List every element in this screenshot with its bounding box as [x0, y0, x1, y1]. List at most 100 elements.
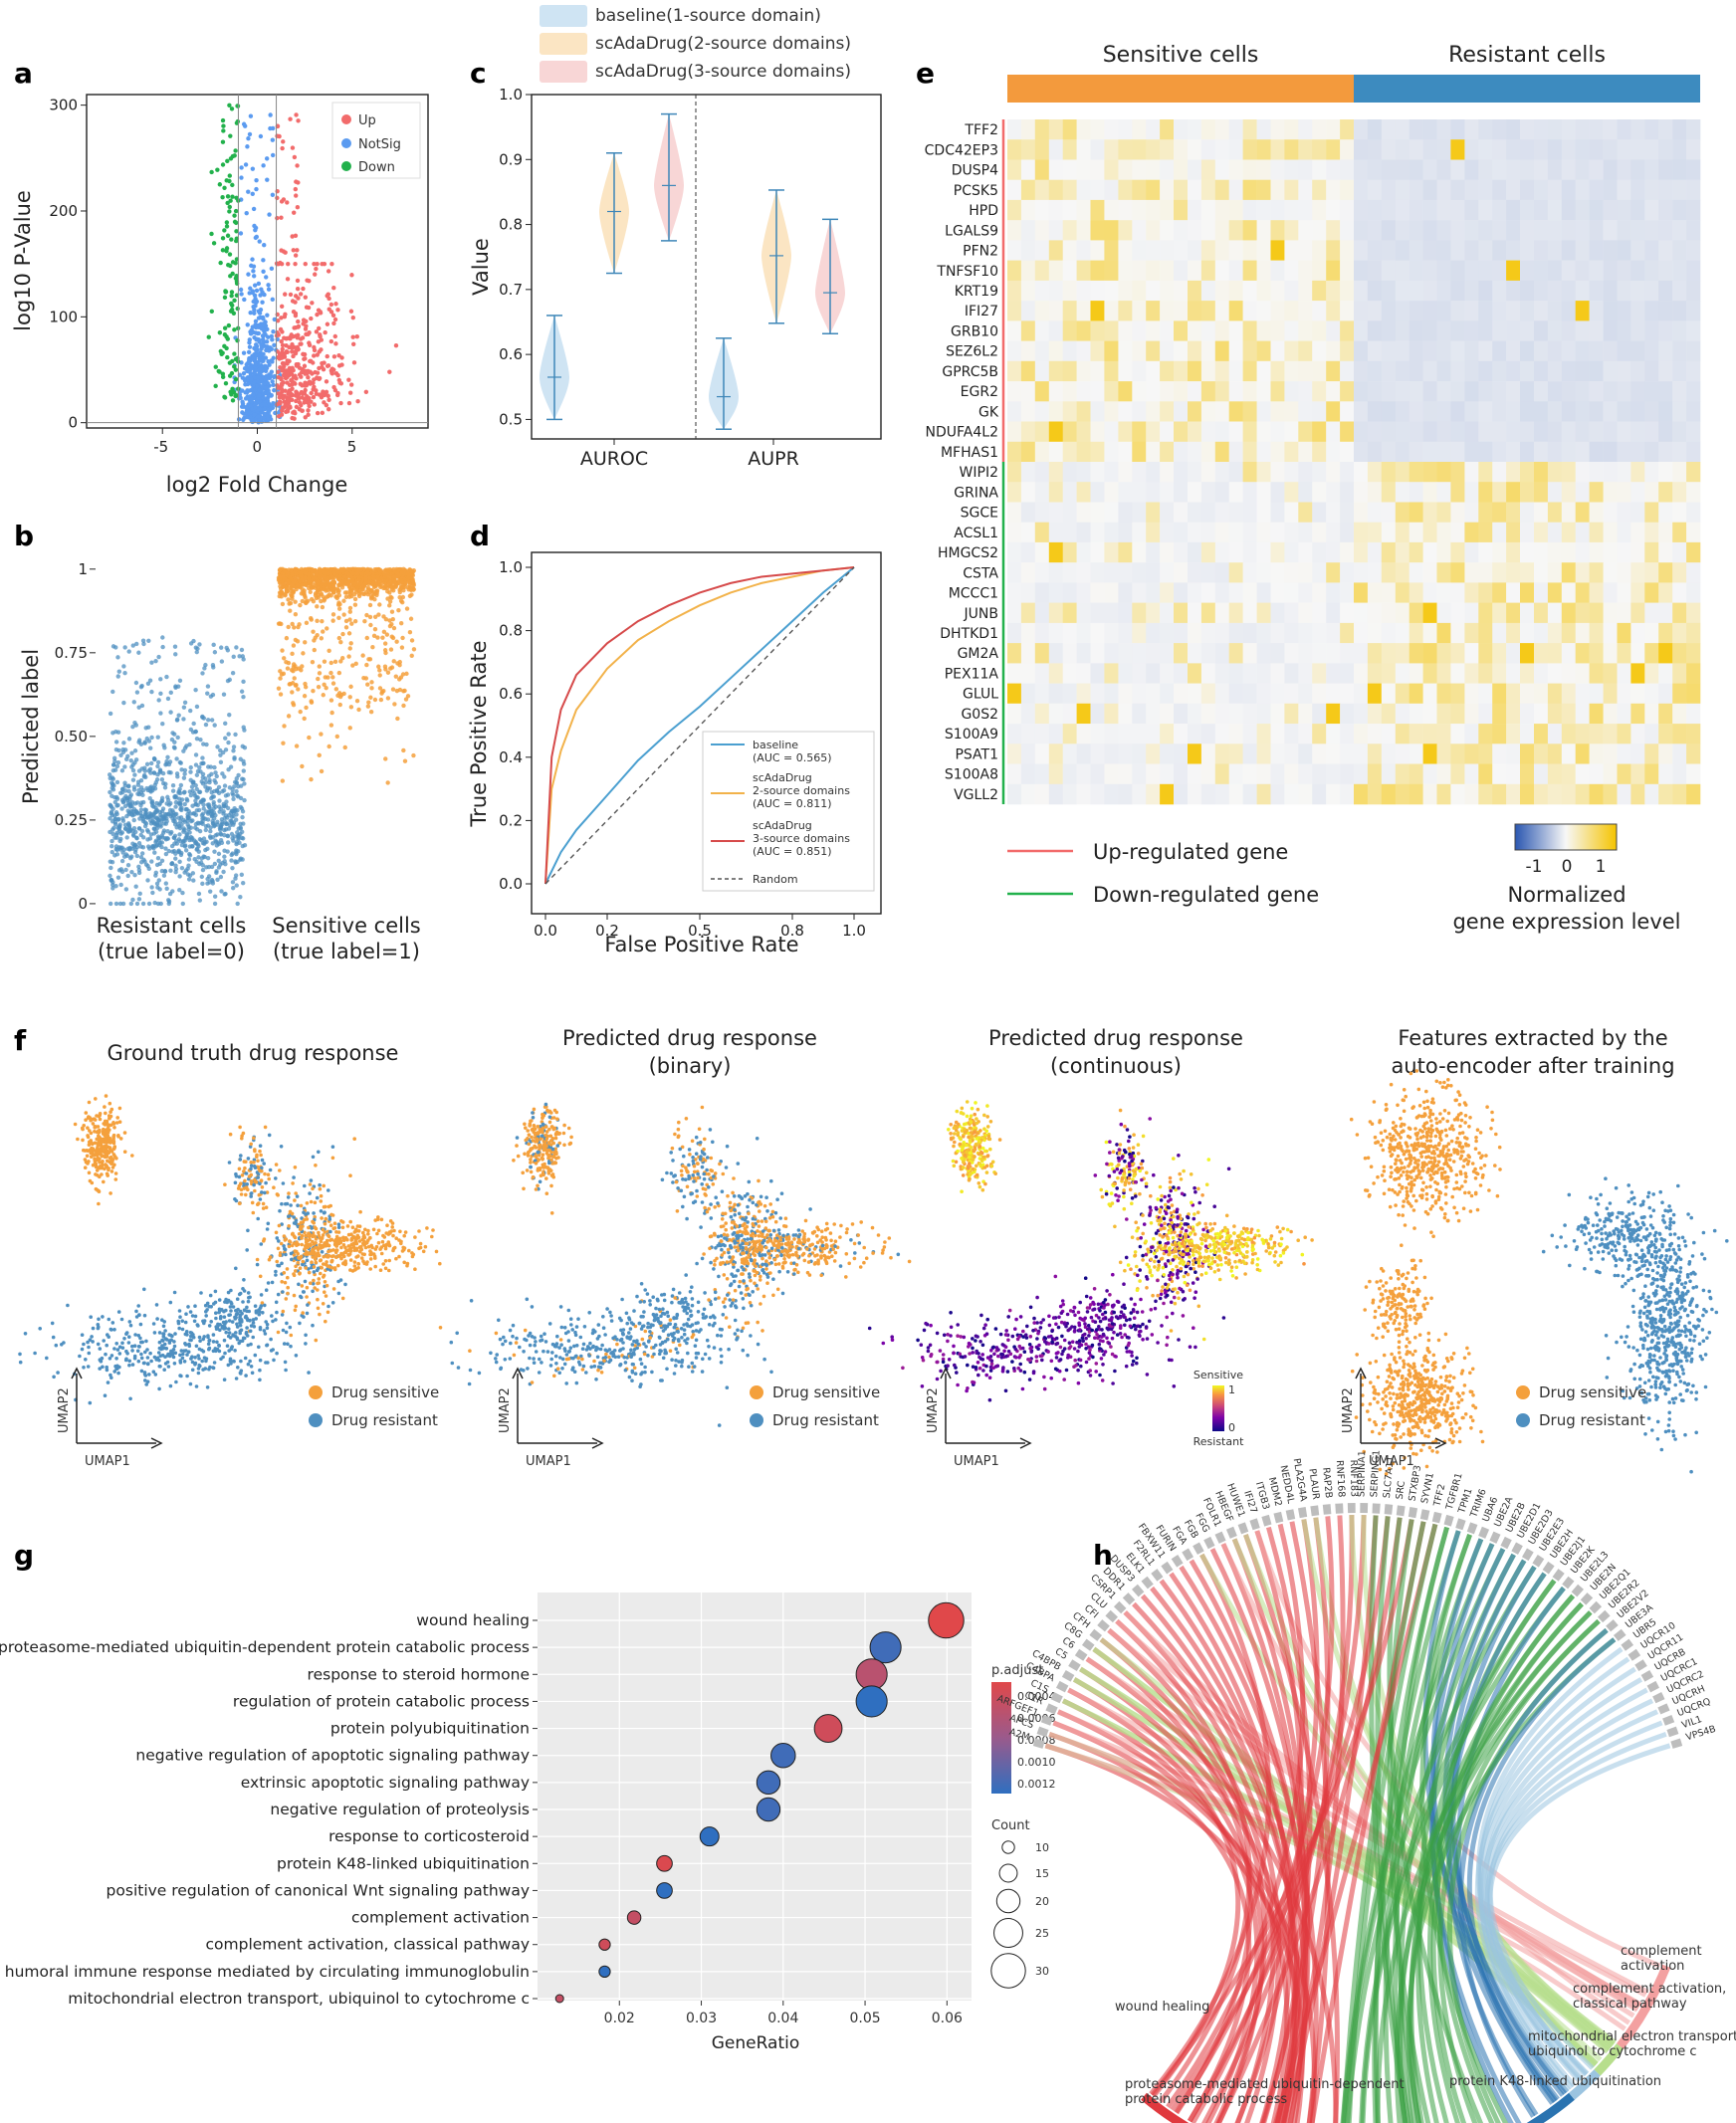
heatmap-cell	[1215, 220, 1229, 241]
heatmap-cell	[1354, 503, 1368, 524]
strip-point-resistant	[220, 659, 224, 663]
heatmap-cell	[1104, 139, 1118, 160]
heatmap-cell	[1658, 301, 1672, 321]
volcano-point-up	[294, 234, 298, 238]
volcano-point-down	[234, 377, 238, 381]
strip-point-resistant	[203, 817, 207, 821]
strip-point-resistant	[201, 761, 205, 765]
heatmap-cell	[1520, 401, 1534, 422]
heatmap-cell	[1118, 361, 1132, 382]
heatmap-cell	[1049, 301, 1063, 321]
heatmap-cell	[1672, 180, 1686, 201]
strip-point-resistant	[140, 851, 144, 855]
strip-point-resistant	[124, 757, 128, 761]
strip-point-resistant	[130, 898, 134, 902]
strip-point-sensitive	[322, 683, 326, 687]
heatmap-cell	[1298, 119, 1312, 140]
volcano-point-up	[307, 279, 311, 283]
heatmap-cell	[1506, 119, 1520, 140]
strip-point-resistant	[231, 793, 235, 797]
strip-point-sensitive	[278, 567, 282, 571]
heatmap-cell	[1562, 119, 1576, 140]
heatmap-cell	[1257, 381, 1271, 402]
heatmap-cell	[1063, 381, 1077, 402]
heatmap-cell	[1686, 240, 1700, 261]
volcano-point-notsig	[263, 402, 267, 406]
strip-point-resistant	[240, 806, 244, 810]
heatmap-cell	[1188, 582, 1201, 603]
strip-point-resistant	[154, 780, 158, 784]
strip-point-resistant	[242, 761, 246, 765]
strip-point-sensitive	[400, 600, 404, 604]
strip-point-resistant	[182, 705, 186, 709]
strip-point-resistant	[121, 701, 125, 705]
volcano-point-down	[231, 398, 235, 402]
heatmap-cell	[1410, 542, 1423, 563]
heatmap-cell	[1618, 341, 1631, 362]
heatmap-cell	[1576, 442, 1590, 463]
strip-point-resistant	[174, 800, 178, 804]
heatmap-cell	[1049, 281, 1063, 302]
volcano-point-up	[296, 319, 300, 323]
strip-point-resistant	[120, 798, 124, 802]
strip-point-sensitive	[311, 660, 315, 664]
volcano-point-up	[337, 380, 341, 384]
heatmap-cell	[1188, 523, 1201, 543]
heatmap-cell	[1201, 240, 1215, 261]
heatmap-cell	[1437, 139, 1451, 160]
heatmap-cell	[1340, 503, 1354, 524]
strip-point-resistant	[198, 769, 202, 773]
heatmap-cell	[1618, 462, 1631, 483]
volcano-point-notsig	[250, 418, 254, 422]
strip-point-sensitive	[365, 571, 369, 575]
volcano-point-up	[283, 313, 287, 317]
heatmap-cell	[1548, 139, 1562, 160]
heatmap-cell	[1007, 320, 1021, 341]
roc-legend-3src-auc: (AUC = 0.851)	[753, 845, 832, 858]
strip-point-sensitive	[408, 630, 412, 634]
strip-point-resistant	[165, 829, 169, 833]
heatmap-cell	[1021, 180, 1035, 201]
heatmap-cell	[1604, 582, 1618, 603]
heatmap-cell	[1340, 523, 1354, 543]
heatmap-cell	[1257, 301, 1271, 321]
volcano-point-up	[289, 378, 293, 382]
heatmap-cell	[1630, 562, 1644, 583]
heatmap-cell	[1562, 240, 1576, 261]
heatmap-cell	[1160, 220, 1174, 241]
volcano-point-down	[210, 310, 214, 314]
heatmap-cell	[1604, 422, 1618, 443]
heatmap-cell	[1077, 422, 1091, 443]
heatmap-cell	[1423, 542, 1437, 563]
volcano-point-notsig	[271, 193, 275, 197]
strip-point-resistant	[234, 817, 238, 821]
heatmap-cell	[1464, 220, 1478, 241]
heatmap-cell	[1340, 582, 1354, 603]
heatmap-cell	[1243, 200, 1257, 221]
strip-point-resistant	[238, 895, 242, 899]
volcano-point-notsig	[264, 275, 268, 279]
volcano-point-down	[224, 346, 228, 350]
strip-point-resistant	[161, 806, 165, 810]
heatmap-cell	[1686, 503, 1700, 524]
volcano-point-up	[286, 262, 290, 266]
strip-point-sensitive	[293, 676, 297, 680]
heatmap-cell	[1160, 462, 1174, 483]
strip-point-resistant	[153, 810, 157, 814]
volcano-point-notsig	[244, 405, 248, 409]
strip-point-sensitive	[346, 572, 350, 576]
roc-plot: 0.0 0.2 0.5 0.8 1.0 0.0 0.2 0.4 0.6 0.8 …	[467, 552, 881, 956]
volcano-point-notsig	[247, 411, 251, 415]
heatmap-cell	[1063, 503, 1077, 524]
heatmap-cell	[1437, 523, 1451, 543]
heatmap-cell	[1492, 462, 1506, 483]
strip-point-resistant	[110, 850, 114, 854]
volcano-point-up	[300, 409, 304, 413]
strip-point-sensitive	[405, 606, 409, 610]
heatmap-cell	[1146, 220, 1160, 241]
heatmap-cell	[1506, 503, 1520, 524]
heatmap-cell	[1132, 281, 1146, 302]
heatmap-cell	[1077, 482, 1091, 503]
volcano-point-up	[318, 392, 322, 396]
heatmap-cell	[1534, 381, 1548, 402]
